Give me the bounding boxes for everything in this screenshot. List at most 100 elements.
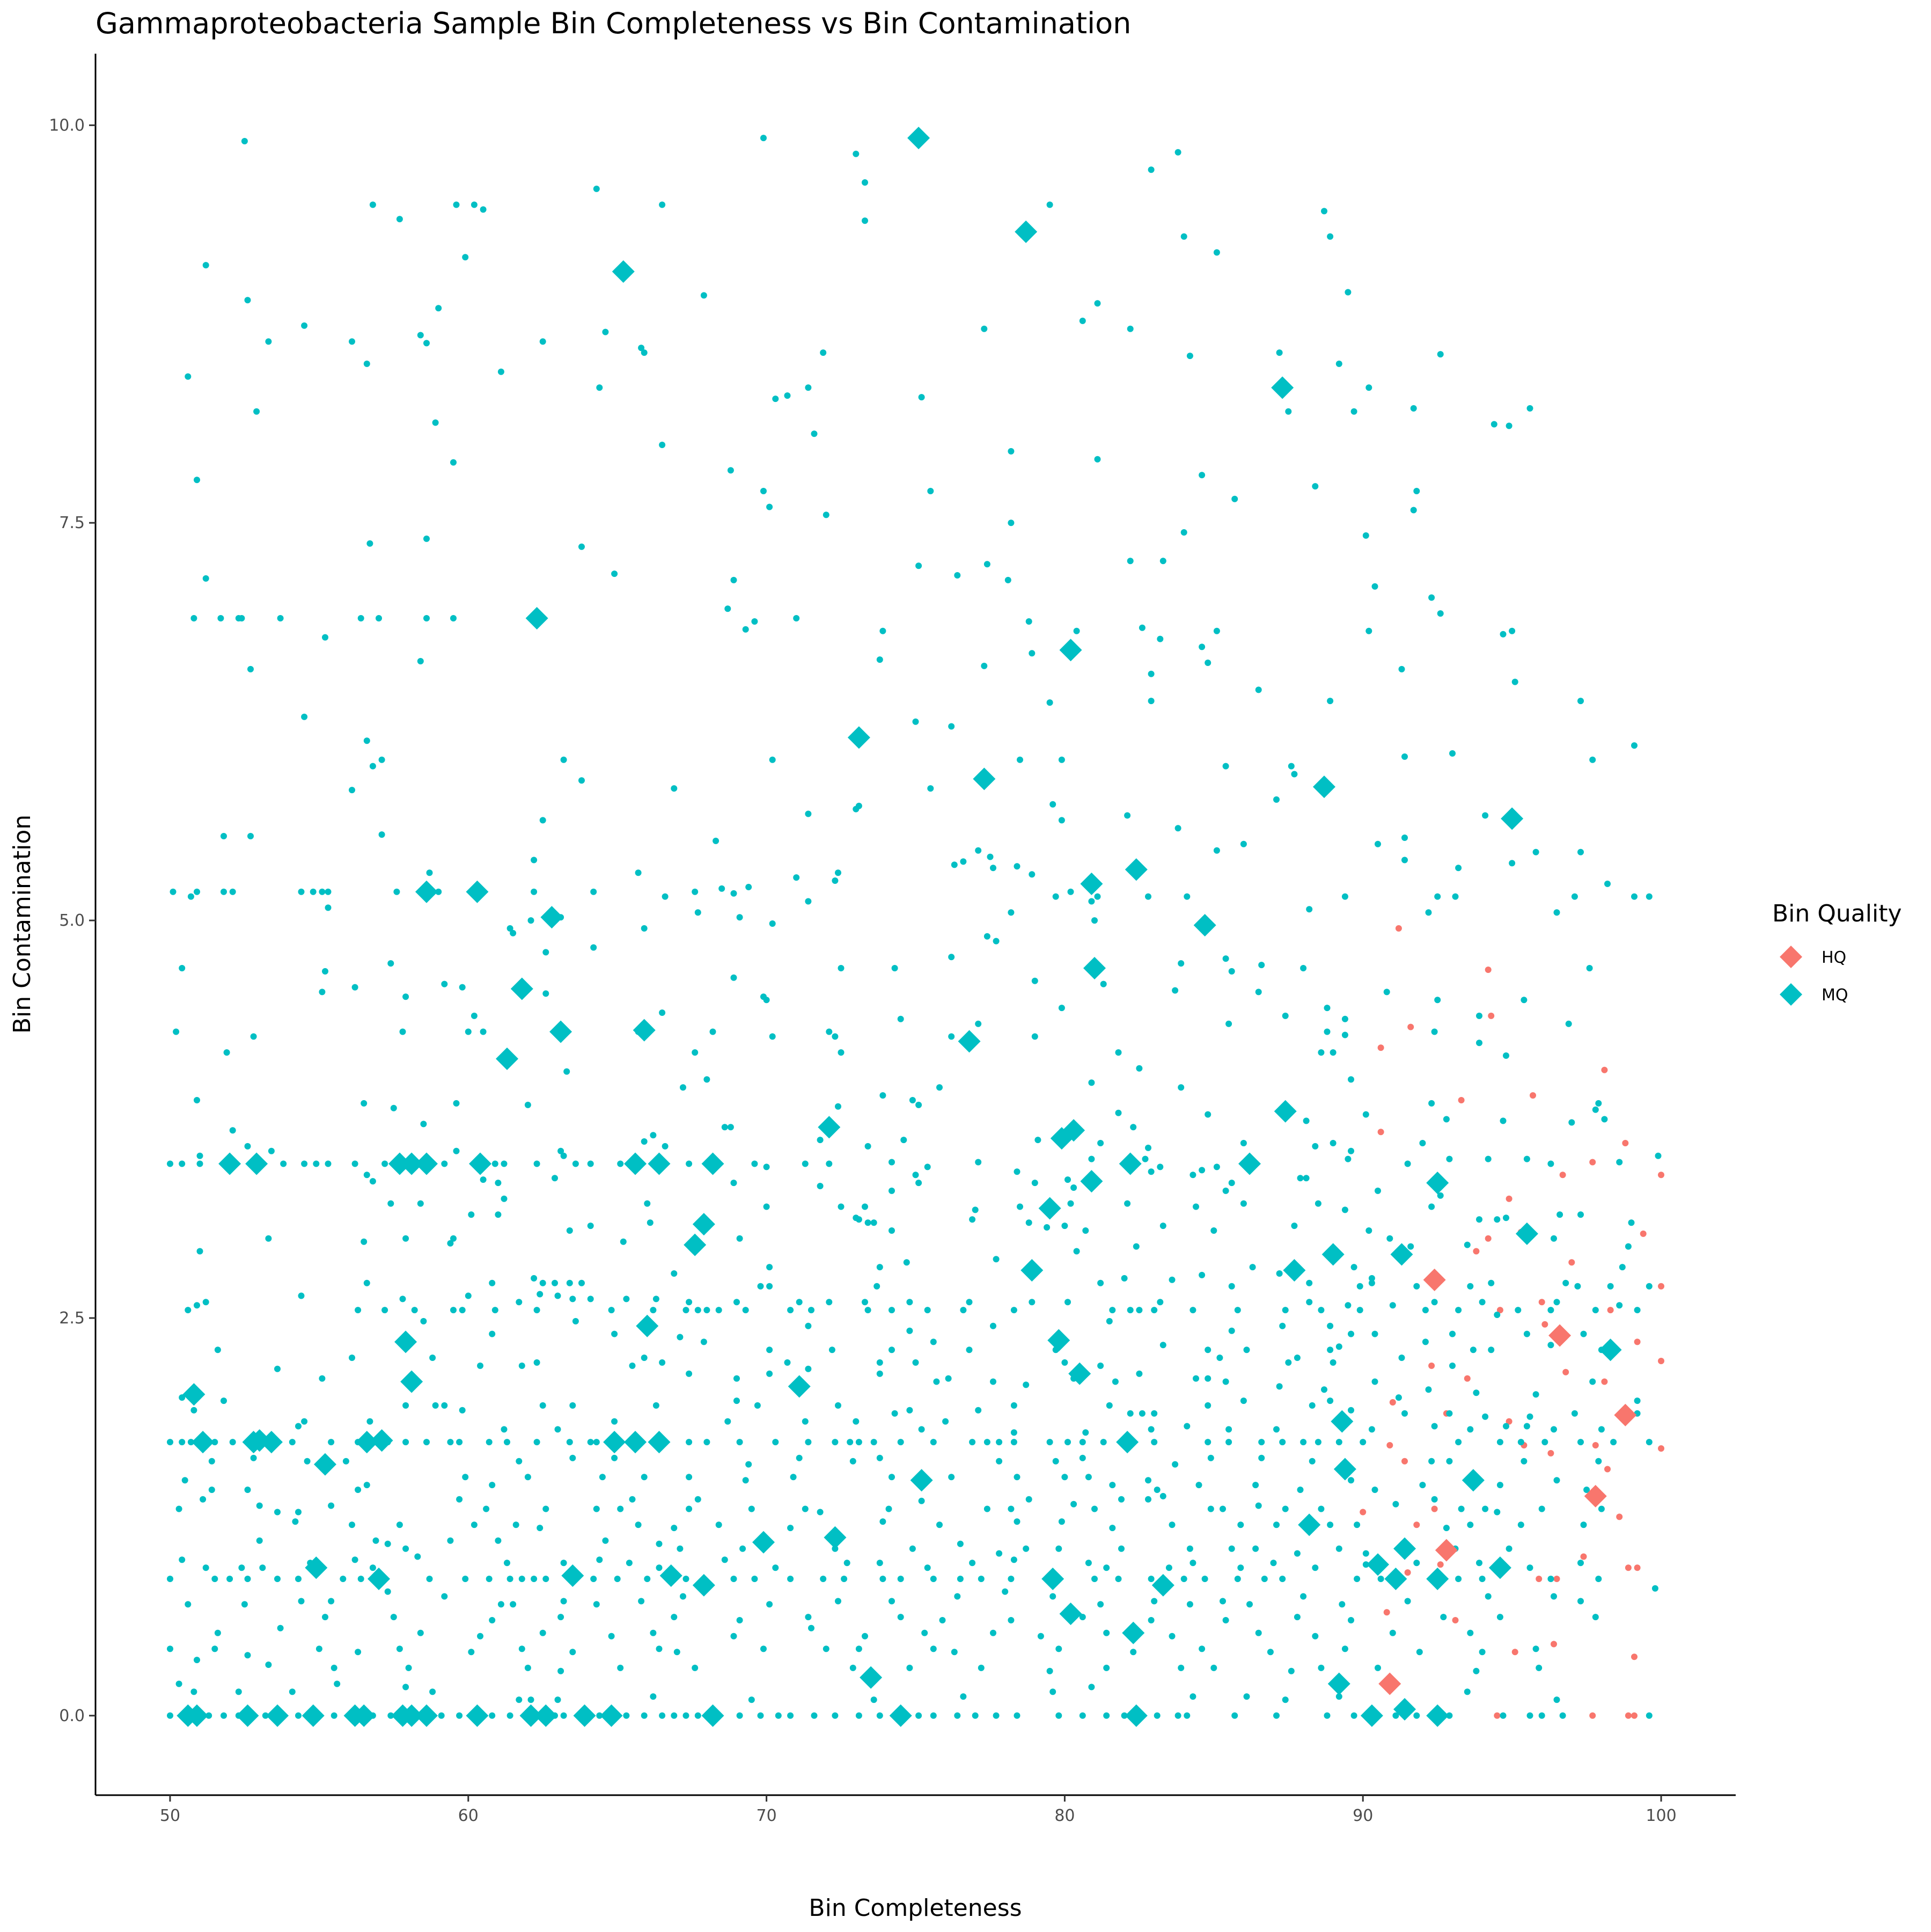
point-mq-small [703, 1439, 710, 1446]
point-mq-small [811, 1712, 818, 1719]
point-mq-small [1091, 1576, 1098, 1582]
point-mq-small [1097, 1279, 1104, 1286]
point-mq-small [936, 1521, 943, 1528]
point-mq-small [1488, 1346, 1495, 1353]
point-mq-small [450, 1307, 457, 1314]
point-mq-small [787, 1525, 794, 1532]
point-mq-small [349, 1521, 355, 1528]
point-mq-large [1426, 1172, 1449, 1195]
point-mq-small [1258, 962, 1265, 969]
point-mq-small [927, 785, 934, 792]
point-mq-large [636, 1314, 659, 1337]
point-mq-small [960, 1693, 967, 1700]
point-mq-small [644, 1200, 651, 1207]
point-mq-small [1255, 1502, 1262, 1509]
point-mq-small [960, 858, 967, 865]
point-mq-small [596, 1712, 603, 1719]
point-mq-small [1282, 1505, 1289, 1512]
points-layer [167, 127, 1664, 1727]
point-mq-small [289, 1439, 296, 1446]
point-mq-small [951, 861, 958, 868]
point-mq-small [471, 1012, 478, 1019]
point-mq-small [214, 1346, 221, 1353]
point-mq-small [1494, 1312, 1501, 1318]
point-mq-small [915, 1712, 922, 1719]
point-mq-small [1476, 1216, 1482, 1223]
point-mq-small [727, 467, 734, 474]
point-mq-small [939, 1617, 946, 1623]
point-mq-small [274, 1576, 281, 1582]
point-mq-small [1401, 1410, 1408, 1417]
x-tick-label: 50 [160, 1806, 180, 1825]
point-mq-small [742, 1307, 749, 1314]
point-mq-small [972, 1206, 979, 1213]
point-mq-small [1273, 1712, 1280, 1719]
point-mq-small [1145, 1496, 1151, 1503]
point-mq-small [1285, 1359, 1292, 1366]
point-mq-small [566, 1279, 573, 1286]
point-mq-small [1061, 1223, 1068, 1230]
point-mq-small [1362, 1111, 1369, 1118]
point-mq-small [826, 1160, 833, 1167]
point-mq-small [1091, 1505, 1098, 1512]
point-mq-small [730, 1576, 737, 1582]
point-mq-small [1097, 1362, 1104, 1369]
point-mq-large [400, 1152, 423, 1175]
y-axis-ticks: 0.0 2.5 5.0 7.5 10.0 [49, 116, 96, 1725]
legend-label-mq: MQ [1822, 986, 1848, 1005]
point-mq-small [751, 1160, 758, 1167]
point-mq-small [635, 1521, 642, 1528]
point-mq-small [1225, 1439, 1232, 1446]
point-mq-small [1082, 1429, 1089, 1436]
point-mq-small [1348, 1076, 1354, 1083]
point-hq-small [1562, 1368, 1569, 1375]
point-mq-small [1154, 1712, 1161, 1719]
point-mq-small [447, 1240, 454, 1247]
point-hq-small [1658, 1172, 1664, 1179]
point-mq-small [1509, 627, 1516, 634]
point-mq-small [531, 1275, 538, 1282]
point-mq-small [1148, 1168, 1155, 1175]
point-mq-small [420, 1121, 427, 1128]
point-mq-small [1616, 1159, 1623, 1166]
x-tick-label: 90 [1353, 1806, 1373, 1825]
point-mq-large [958, 1030, 981, 1053]
point-mq-small [1073, 627, 1080, 634]
point-mq-small [238, 615, 245, 621]
point-mq-small [853, 150, 860, 157]
point-mq-small [590, 888, 597, 895]
point-mq-small [954, 572, 961, 579]
point-mq-small [256, 1502, 263, 1509]
point-mq-small [202, 262, 209, 269]
point-mq-small [179, 1394, 186, 1401]
point-mq-small [1136, 1065, 1143, 1072]
point-mq-large [400, 1370, 423, 1393]
point-mq-small [617, 1160, 624, 1167]
point-mq-small [1458, 1505, 1465, 1512]
point-mq-small [471, 1521, 478, 1528]
point-mq-small [924, 1163, 931, 1170]
point-mq-small [497, 368, 504, 375]
point-mq-small [1583, 1487, 1590, 1493]
point-mq-small [366, 1418, 373, 1425]
point-mq-small [987, 853, 994, 860]
point-mq-small [441, 1402, 448, 1409]
point-mq-small [1523, 1330, 1530, 1337]
point-mq-small [1404, 1160, 1411, 1167]
point-mq-small [238, 1564, 245, 1571]
point-mq-small [298, 1292, 305, 1299]
point-mq-small [1485, 1155, 1492, 1162]
point-mq-small [1547, 1160, 1554, 1167]
point-mq-small [217, 615, 224, 621]
point-mq-small [769, 920, 776, 927]
point-mq-small [1526, 1564, 1533, 1571]
point-mq-large [1462, 1469, 1485, 1492]
point-mq-small [1240, 1140, 1247, 1146]
point-mq-small [692, 888, 699, 895]
point-mq-small [849, 1664, 856, 1671]
point-mq-small [1335, 1343, 1342, 1350]
point-mq-large [659, 1564, 682, 1587]
point-mq-small [417, 1629, 424, 1636]
point-mq-large [1125, 858, 1148, 881]
point-mq-small [1496, 1482, 1503, 1489]
